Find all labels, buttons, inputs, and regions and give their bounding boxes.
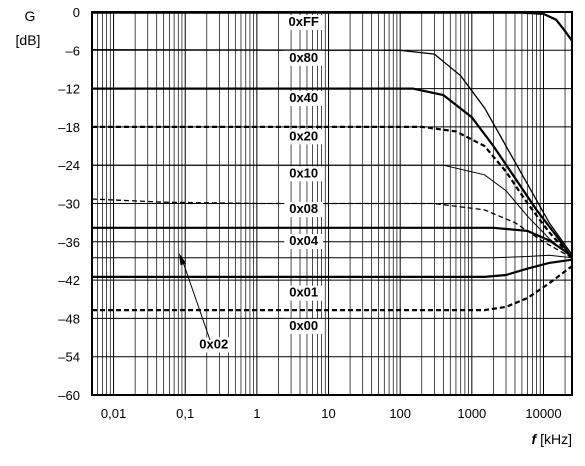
y-tick-label: –54	[58, 350, 80, 365]
arrow-0x02	[179, 253, 211, 341]
curve-label-0x02: 0x02	[199, 336, 228, 351]
curve-label-0xff: 0xFF	[289, 14, 319, 29]
grid	[91, 11, 572, 396]
curve-label-0x00: 0x00	[289, 318, 318, 333]
curve-label-0x08: 0x08	[289, 201, 318, 216]
curve-labels: 0xFF 0x80 0x40 0x20 0x10 0x08 0x04 0x02 0x01 0x00	[194, 14, 324, 353]
curve-label-bg	[284, 318, 324, 334]
x-tick-label: 1	[253, 406, 260, 421]
y-tick-label: –48	[58, 311, 80, 326]
curve-0x10	[92, 164, 573, 259]
curve-0x04	[92, 226, 573, 257]
curve-0x01	[92, 258, 573, 278]
x-axis-title: f [kHz]	[531, 431, 572, 447]
curve-label-0x20: 0x20	[289, 128, 318, 143]
y-tick-label: –36	[58, 235, 80, 250]
curve-label-0x80: 0x80	[289, 50, 318, 65]
y-tick-label: 0	[73, 5, 80, 20]
curve-label-bg	[284, 91, 324, 107]
x-axis-unit: [kHz]	[540, 431, 572, 447]
curve-label-bg	[284, 15, 324, 31]
curve-label-0x04: 0x04	[289, 233, 319, 248]
plot-frame	[91, 11, 573, 396]
curve-0x00	[92, 265, 573, 312]
y-tick-label: –42	[58, 273, 80, 288]
curve-label-0x01: 0x01	[289, 285, 318, 300]
y-tick-labels: 0 –6 –12 –18 –24 –30 –36 –42 –48 –54 –60	[58, 5, 80, 403]
y-tick-label: –60	[58, 388, 80, 403]
curve-label-bg	[284, 202, 324, 218]
x-tick-label: 10000	[525, 406, 561, 421]
curve-0x80	[91, 49, 573, 255]
x-tick-label: 10	[321, 406, 335, 421]
curve-label-bg	[284, 50, 324, 66]
curve-label-bg	[284, 166, 324, 182]
x-tick-labels: 0,01 0,1 1 10 100 1000 10000	[101, 406, 562, 421]
x-tick-label: 1000	[457, 406, 486, 421]
x-tick-label: 100	[389, 406, 411, 421]
x-tick-label: 0,01	[101, 406, 126, 421]
curve-label-0x10: 0x10	[289, 165, 318, 180]
y-axis-unit: [dB]	[16, 32, 41, 48]
curve-label-0x40: 0x40	[289, 90, 318, 105]
curve-0x40	[92, 87, 573, 259]
curve-label-bg	[284, 129, 324, 145]
curve-label-bg	[194, 337, 234, 353]
x-tick-label: 0,1	[176, 406, 194, 421]
curve-label-bg	[284, 285, 324, 301]
x-axis-variable: f	[531, 431, 537, 447]
y-axis-title: G	[25, 8, 36, 24]
curve-label-bg	[284, 233, 324, 249]
y-tick-label: –24	[58, 158, 80, 173]
y-tick-label: –6	[66, 43, 80, 58]
curve-0x20	[92, 125, 573, 259]
y-tick-label: –12	[58, 82, 80, 97]
y-tick-label: –30	[58, 197, 80, 212]
y-tick-label: –18	[58, 120, 80, 135]
curve-0x02	[92, 254, 573, 259]
